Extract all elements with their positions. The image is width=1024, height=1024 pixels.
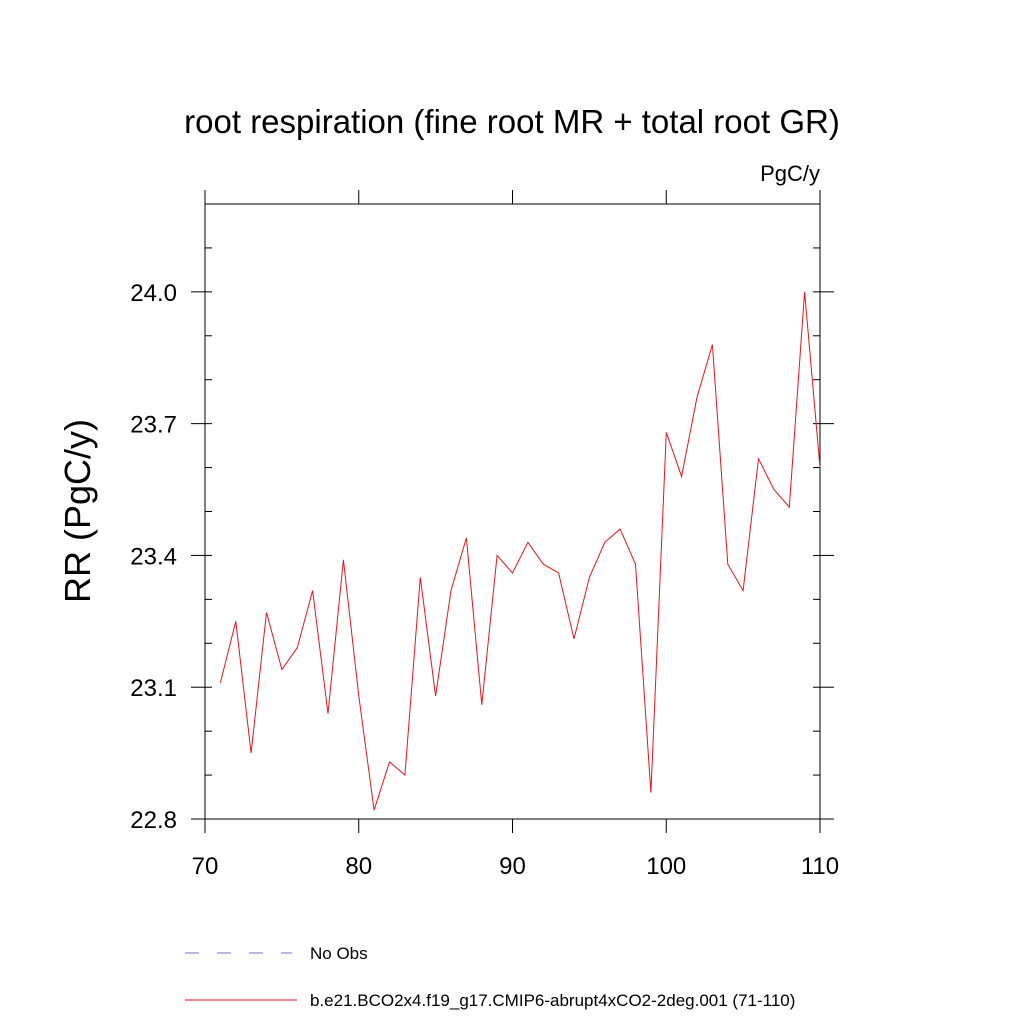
series-line (219, 291, 821, 811)
x-tick-label: 110 (801, 853, 839, 880)
y-tick-label: 23.7 (130, 412, 177, 439)
y-tick-label: 22.8 (130, 807, 177, 834)
x-tick-label: 90 (499, 853, 526, 880)
y-tick-label: 23.4 (130, 543, 177, 570)
x-tick-label: 70 (192, 853, 219, 880)
legend-label-model: b.e21.BCO2x4.f19_g17.CMIP6-abrupt4xCO2-2… (310, 991, 795, 1010)
legend-label-no-obs: No Obs (310, 944, 368, 963)
tick-labels: 70 80 90 100 110 22.8 23.1 23.4 23.7 24.0 (130, 280, 839, 880)
axis-ticks (191, 190, 834, 833)
series-layer (219, 291, 821, 811)
x-tick-label: 80 (345, 853, 372, 880)
y-tick-label: 24.0 (130, 280, 177, 307)
y-tick-label: 23.1 (130, 675, 177, 702)
y-axis-label: RR (PgC/y) (57, 419, 98, 603)
legend: No Obs b.e21.BCO2x4.f19_g17.CMIP6-abrupt… (185, 944, 795, 1010)
chart-title: root respiration (fine root MR + total r… (184, 103, 840, 140)
units-label: PgC/y (760, 161, 820, 186)
plot-frame (204, 203, 821, 820)
x-tick-label: 100 (646, 853, 686, 880)
